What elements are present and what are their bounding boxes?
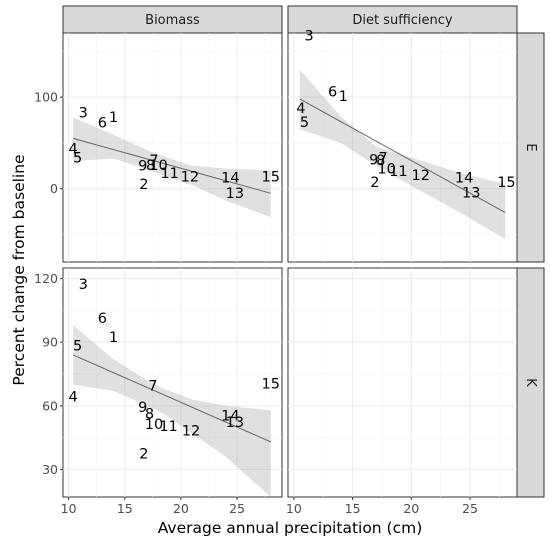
point-label: 15 <box>497 175 515 191</box>
point-label: 3 <box>305 29 314 45</box>
panel-background <box>62 32 283 263</box>
x-tick-label: 10 <box>61 501 77 516</box>
x-tick-label: 20 <box>403 501 419 516</box>
point-label: 4 <box>68 389 77 405</box>
confidence-band <box>73 325 271 497</box>
x-tick-label: 15 <box>345 501 361 516</box>
point-label: 3 <box>79 106 88 122</box>
point-label: 10 <box>149 158 167 174</box>
point-label: 2 <box>139 177 148 193</box>
point-label: 9 <box>138 400 147 416</box>
point-label: 7 <box>379 150 388 166</box>
point-label: 5 <box>73 150 82 166</box>
x-axis-title: Average annual precipitation (cm) <box>158 519 423 537</box>
point-label: 12 <box>411 168 429 184</box>
point-label: 11 <box>389 164 407 180</box>
y-tick-label: 90 <box>42 335 58 350</box>
point-label: 8 <box>376 153 385 169</box>
point-label: 4 <box>68 141 77 157</box>
x-tick-label: 10 <box>286 501 302 516</box>
y-tick-label: 60 <box>42 398 58 413</box>
point-label: 14 <box>221 408 239 424</box>
panel-background <box>62 267 283 498</box>
point-label: 1 <box>339 89 348 105</box>
point-label: 1 <box>109 330 118 346</box>
regression-line <box>299 98 506 213</box>
point-label: 15 <box>262 377 280 393</box>
x-tick-label: 25 <box>462 501 478 516</box>
point-label: 12 <box>181 170 199 186</box>
x-tick-label: 15 <box>117 501 133 516</box>
point-label: 3 <box>79 277 88 293</box>
point-label: 7 <box>149 153 158 169</box>
point-label: 15 <box>262 170 280 186</box>
strip-right-0 <box>516 32 545 263</box>
point-label: 6 <box>98 311 107 327</box>
strip-top-1 <box>287 5 518 34</box>
point-label: 4 <box>296 101 305 117</box>
point-label: 9 <box>138 159 147 175</box>
point-label: 2 <box>139 447 148 463</box>
regression-line <box>72 354 271 443</box>
point-label: 14 <box>221 171 239 187</box>
confidence-band <box>299 69 506 240</box>
panel-background <box>287 267 518 498</box>
point-label: 8 <box>145 406 154 422</box>
y-tick-label: 0 <box>50 181 58 196</box>
strip-top-0 <box>62 5 283 34</box>
point-label: 10 <box>377 161 395 177</box>
point-label: 6 <box>98 116 107 132</box>
strip-label-row-0: E <box>523 143 538 151</box>
strip-label-col-1: Diet sufficiency <box>352 13 453 28</box>
point-label: 2 <box>370 175 379 191</box>
y-tick-label: 30 <box>42 462 58 477</box>
strip-right-1 <box>516 267 545 498</box>
y-tick-label: 120 <box>34 271 58 286</box>
point-label: 1 <box>109 110 118 126</box>
point-label: 9 <box>369 152 378 168</box>
point-label: 12 <box>182 423 200 439</box>
point-label: 11 <box>160 166 178 182</box>
point-label: 5 <box>300 115 309 131</box>
point-label: 14 <box>455 171 473 187</box>
panel-background <box>287 32 518 263</box>
point-label: 10 <box>145 417 163 433</box>
point-label: 13 <box>226 186 244 202</box>
point-label: 11 <box>159 419 177 435</box>
x-tick-label: 25 <box>229 501 245 516</box>
point-label: 6 <box>328 85 337 101</box>
point-label: 5 <box>73 338 82 354</box>
panel-3 <box>287 267 518 498</box>
confidence-band <box>73 117 271 218</box>
point-label: 7 <box>148 379 157 395</box>
strip-label-row-1: K <box>523 378 538 387</box>
point-label: 13 <box>226 415 244 431</box>
y-axis-title: Percent change from baseline <box>10 154 28 385</box>
point-label: 8 <box>146 158 155 174</box>
regression-line <box>72 137 271 194</box>
strip-label-col-0: Biomass <box>145 13 200 28</box>
x-tick-label: 20 <box>173 501 189 516</box>
y-tick-label: 100 <box>34 90 58 105</box>
point-label: 13 <box>462 185 480 201</box>
